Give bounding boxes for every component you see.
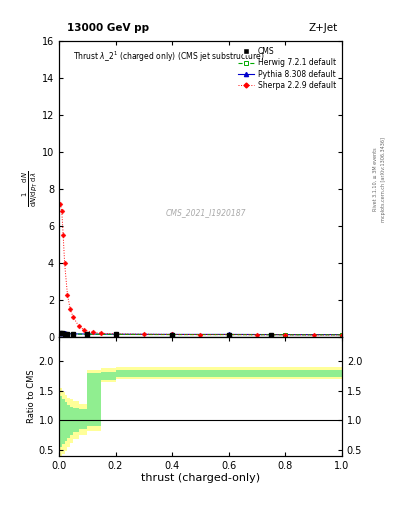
Text: mcplots.cern.ch [arXiv:1306.3436]: mcplots.cern.ch [arXiv:1306.3436]: [381, 137, 386, 222]
Text: Z+Jet: Z+Jet: [309, 23, 338, 33]
X-axis label: thrust (charged-only): thrust (charged-only): [141, 473, 260, 483]
Text: CMS_2021_I1920187: CMS_2021_I1920187: [166, 208, 246, 217]
Y-axis label: $\frac{1}{\mathrm{d}N/\mathrm{d}p_T} \frac{\mathrm{d}N}{\mathrm{d}\lambda}$: $\frac{1}{\mathrm{d}N/\mathrm{d}p_T} \fr…: [21, 171, 40, 207]
Text: Rivet 3.1.10, ≥ 3M events: Rivet 3.1.10, ≥ 3M events: [373, 147, 378, 211]
Text: 13000 GeV pp: 13000 GeV pp: [67, 23, 149, 33]
Text: Thrust $\lambda\_2^1$ (charged only) (CMS jet substructure): Thrust $\lambda\_2^1$ (charged only) (CM…: [73, 50, 264, 64]
Legend: CMS, Herwig 7.2.1 default, Pythia 8.308 default, Sherpa 2.2.9 default: CMS, Herwig 7.2.1 default, Pythia 8.308 …: [235, 45, 338, 92]
Y-axis label: Ratio to CMS: Ratio to CMS: [27, 370, 36, 423]
